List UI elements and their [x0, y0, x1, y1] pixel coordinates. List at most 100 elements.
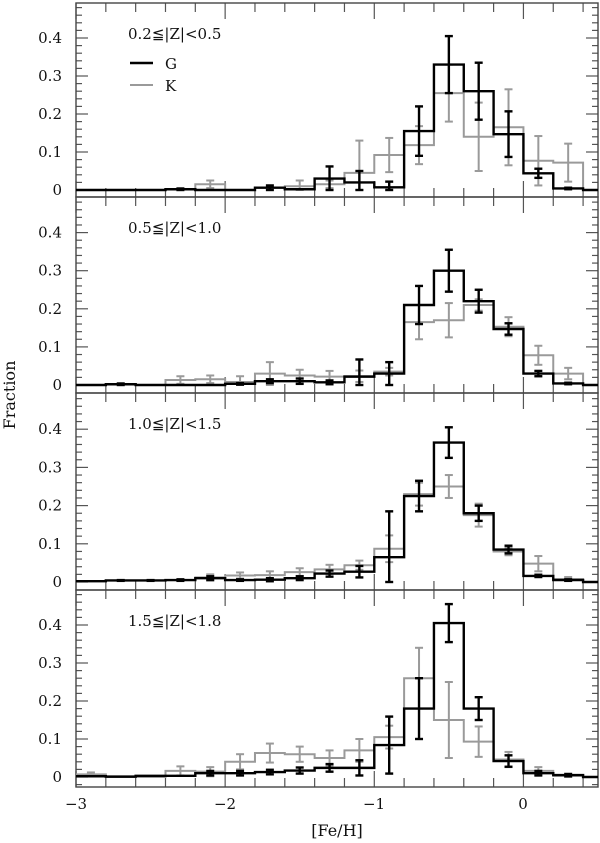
- panel-2: 0 0.1 0.2 0.3 0.4 0.5≦|Z|<1.0: [38, 196, 599, 394]
- error-bar-K: [385, 136, 394, 174]
- error-bar-G: [176, 578, 185, 583]
- error-bar-K: [534, 344, 543, 366]
- error-bar-G: [295, 377, 304, 386]
- error-bar-G: [385, 180, 394, 192]
- legend: GK: [130, 55, 177, 95]
- y-tick-label: 0.2: [38, 497, 62, 515]
- error-bar-G: [444, 248, 453, 293]
- error-bar-G: [355, 759, 364, 777]
- y-tick-label: 0: [52, 376, 62, 394]
- x-tick-label: −1: [363, 795, 385, 813]
- error-bar-G: [474, 504, 483, 523]
- y-tick-label: 0.4: [38, 420, 62, 438]
- error-bar-K: [474, 725, 483, 758]
- y-tick-label: 0: [52, 768, 62, 786]
- error-bar-G: [325, 762, 334, 773]
- histogram-G-step: [76, 63, 598, 192]
- legend-label-K: K: [165, 77, 177, 95]
- x-axis-title: [Fe/H]: [311, 821, 363, 840]
- error-bar-G: [385, 715, 394, 775]
- error-bar-G: [415, 105, 424, 158]
- y-tick-label: 0.2: [38, 692, 62, 710]
- y-tick-label: 0.4: [38, 224, 62, 242]
- y-tick-label: 0.4: [38, 616, 62, 634]
- error-bar-G: [415, 284, 424, 326]
- panel-1: 0 0.1 0.2 0.3 0.4 0.2≦|Z|<0.5 GK: [38, 2, 599, 199]
- y-tick-label: 0.3: [38, 458, 62, 476]
- error-bar-K: [236, 753, 245, 771]
- error-bar-G: [116, 382, 125, 387]
- histogram-K-step: [76, 303, 598, 386]
- error-bar-G: [236, 769, 245, 777]
- histogram-K-step: [76, 485, 598, 583]
- y-tick-label: 0.1: [38, 338, 62, 356]
- error-bar-G: [504, 322, 513, 336]
- error-bar-G: [206, 769, 215, 777]
- error-bar-G: [355, 169, 364, 192]
- error-bar-G: [265, 576, 274, 583]
- error-bar-G: [504, 754, 513, 768]
- error-bar-G: [534, 769, 543, 777]
- y-tick-label: 0.2: [38, 105, 62, 123]
- error-bar-K: [295, 745, 304, 763]
- y-tick-label: 0: [52, 573, 62, 591]
- error-bar-G: [265, 184, 274, 192]
- error-bar-G: [385, 360, 394, 387]
- error-bar-G: [236, 381, 245, 386]
- error-bar-G: [564, 381, 573, 386]
- error-bar-G: [325, 379, 334, 386]
- error-bar-G: [534, 167, 543, 180]
- error-bar-G: [415, 479, 424, 513]
- legend-label-G: G: [165, 55, 177, 73]
- error-bar-K: [444, 302, 453, 339]
- histogram-G-step: [76, 621, 598, 779]
- error-bar-G: [444, 34, 453, 95]
- error-bar-G: [325, 569, 334, 578]
- error-bar-G: [295, 575, 304, 582]
- panel-4: 0 0.1 0.2 0.3 0.4 1.5≦|Z|<1.8: [38, 589, 599, 788]
- error-bar-G: [206, 575, 215, 582]
- panel-label: 0.5≦|Z|<1.0: [128, 219, 221, 237]
- panel-frame: [75, 589, 599, 788]
- error-bar-K: [444, 681, 453, 759]
- y-tick-label: 0.1: [38, 730, 62, 748]
- error-bar-G: [265, 378, 274, 385]
- error-bar-G: [415, 677, 424, 741]
- panel-label: 1.5≦|Z|<1.8: [128, 612, 221, 630]
- panel-label: 1.0≦|Z|<1.5: [128, 415, 221, 433]
- x-tick-label: 0: [518, 795, 528, 813]
- x-tick-labels: −3 −2 −1 0: [65, 795, 528, 813]
- y-tick-label: 0.1: [38, 535, 62, 553]
- error-bar-G: [444, 602, 453, 644]
- error-bar-G: [504, 110, 513, 159]
- error-bar-K: [564, 142, 573, 183]
- histogram-G-step: [76, 441, 598, 584]
- error-bar-K: [206, 374, 215, 385]
- panel-3: 0 0.1 0.2 0.3 0.4 1.0≦|Z|<1.5: [38, 392, 599, 591]
- x-tick-label: −3: [65, 795, 87, 813]
- y-tick-label: 0.4: [38, 29, 62, 47]
- y-tick-label: 0.3: [38, 67, 62, 85]
- y-tick-label: 0.1: [38, 143, 62, 161]
- error-bar-G: [534, 369, 543, 378]
- error-bar-K: [206, 179, 215, 190]
- y-tick-label: 0.3: [38, 262, 62, 280]
- error-bar-G: [385, 510, 394, 584]
- histogram-G-step: [76, 269, 598, 387]
- error-bar-G: [504, 544, 513, 555]
- y-tick-label: 0.3: [38, 654, 62, 672]
- error-bar-G: [564, 578, 573, 583]
- error-bar-G: [176, 187, 185, 192]
- error-bar-G: [474, 696, 483, 722]
- panel-label: 0.2≦|Z|<0.5: [128, 25, 221, 43]
- error-bar-G: [534, 573, 543, 579]
- error-bar-K: [534, 555, 543, 573]
- error-bar-G: [146, 578, 155, 583]
- error-bar-K: [564, 366, 573, 381]
- error-bar-G: [325, 165, 334, 192]
- error-bar-G: [474, 61, 483, 121]
- error-bar-G: [265, 768, 274, 776]
- error-bar-G: [474, 288, 483, 314]
